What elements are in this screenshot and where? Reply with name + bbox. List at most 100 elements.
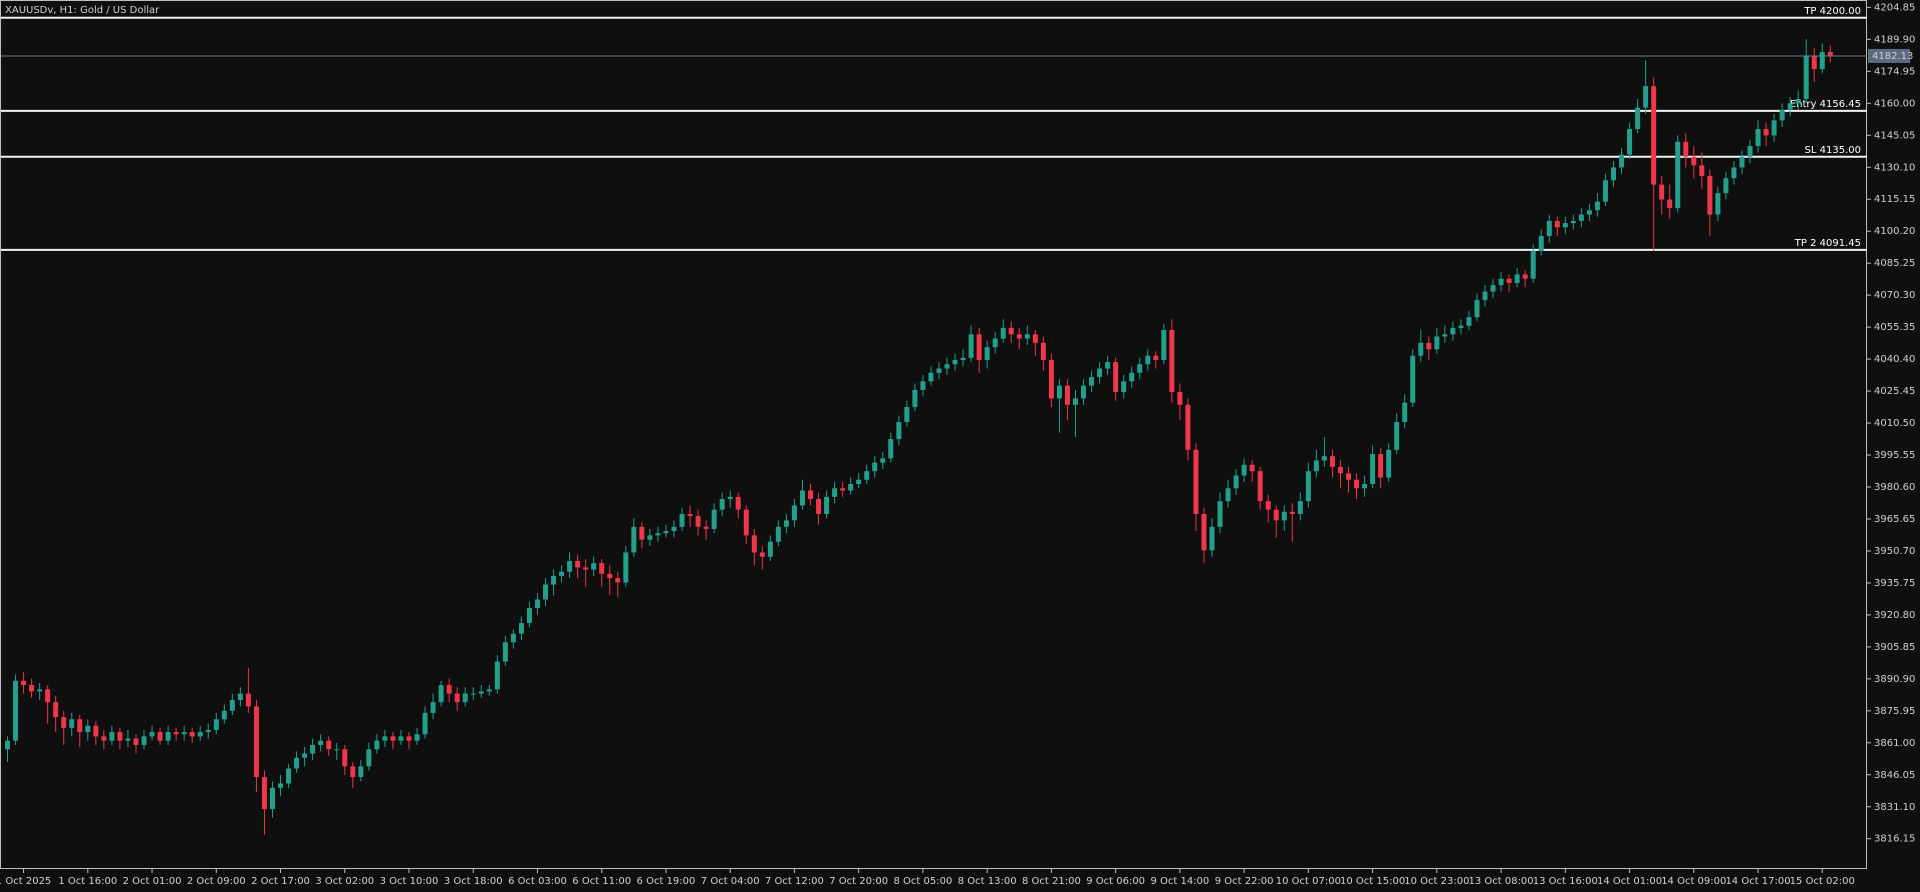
candle-body	[984, 347, 990, 360]
y-tick-label: 4055.35	[1874, 322, 1915, 333]
candle-body	[663, 531, 669, 534]
candle-body	[1450, 327, 1456, 335]
candle-body	[229, 700, 235, 711]
y-tick-label: 4040.40	[1874, 354, 1915, 365]
y-tick-label: 4204.85	[1874, 2, 1915, 13]
candle-body	[711, 509, 717, 529]
candle-body	[1522, 274, 1528, 279]
candle-body	[1530, 250, 1536, 279]
candle-body	[1354, 479, 1360, 489]
candle-body	[69, 719, 75, 728]
candle-body	[165, 732, 171, 741]
candle-body	[1370, 454, 1376, 485]
candle-body	[583, 567, 589, 570]
candle-body	[61, 717, 67, 728]
candle-body	[1771, 120, 1777, 136]
candle-body	[77, 719, 83, 733]
y-tick-label: 3920.80	[1874, 610, 1915, 621]
candle-body	[1161, 330, 1167, 360]
candle-body	[1811, 56, 1817, 70]
candle-body	[888, 439, 894, 459]
candle-body	[486, 689, 492, 692]
candle-body	[1819, 51, 1825, 70]
candle-body	[872, 462, 878, 472]
candle-body	[1008, 327, 1014, 335]
candle-body	[759, 552, 765, 557]
candle-body	[1153, 355, 1159, 360]
candle-body	[462, 693, 468, 703]
candle-body	[510, 633, 516, 643]
candle-body	[37, 689, 43, 692]
candle-body	[454, 693, 460, 703]
x-tick-label: 8 Oct 21:00	[1022, 876, 1081, 887]
candle-body	[1386, 449, 1392, 478]
candle-body	[478, 691, 484, 694]
candle-body	[1105, 362, 1111, 369]
candle-body	[1241, 464, 1247, 476]
candle-body	[414, 734, 420, 741]
candle-body	[1667, 199, 1673, 209]
candle-body	[1289, 511, 1295, 514]
candle-body	[944, 364, 950, 369]
candle-body	[245, 693, 251, 707]
candle-body	[1346, 473, 1352, 480]
candle-body	[1233, 475, 1239, 489]
candle-body	[310, 744, 316, 754]
candle-body	[1217, 501, 1223, 527]
candle-body	[832, 488, 838, 497]
x-tick-label: 6 Oct 19:00	[637, 876, 696, 887]
candle-body	[1121, 381, 1127, 393]
x-tick-label: 15 Oct 02:00	[1790, 876, 1855, 887]
y-tick-label: 4025.45	[1874, 386, 1915, 397]
candle-body	[1490, 285, 1496, 292]
candle-body	[1305, 471, 1311, 502]
candle-body	[1474, 300, 1480, 318]
x-tick-label: 8 Oct 05:00	[894, 876, 953, 887]
candle-body	[342, 749, 348, 767]
candle-body	[848, 484, 854, 491]
candle-body	[1273, 509, 1279, 521]
x-tick-label: 10 Oct 07:00	[1276, 876, 1341, 887]
candle-body	[1193, 449, 1199, 514]
candle-body	[181, 732, 187, 735]
candle-body	[45, 689, 51, 703]
y-tick-label: 3950.70	[1874, 546, 1915, 557]
candle-body	[1281, 511, 1287, 521]
candle-body	[406, 736, 412, 741]
level-label: SL 4135.00	[1805, 145, 1861, 156]
candle-body	[1129, 372, 1135, 382]
candle-body	[1691, 156, 1697, 166]
y-tick-label: 4115.15	[1874, 194, 1915, 205]
level-label: Entry 4156.45	[1790, 99, 1861, 110]
candle-body	[237, 693, 243, 701]
candle-body	[1225, 488, 1231, 502]
x-tick-label: 8 Oct 13:00	[958, 876, 1017, 887]
candle-body	[575, 561, 581, 568]
level-label: TP 2 4091.45	[1794, 238, 1861, 249]
candle-body	[117, 732, 123, 741]
candle-body	[1249, 464, 1255, 472]
candle-body	[1731, 167, 1737, 179]
candle-body	[294, 757, 300, 769]
candle-body	[591, 563, 597, 570]
candle-body	[221, 710, 227, 720]
y-tick-label: 4085.25	[1874, 258, 1915, 269]
x-tick-label: 2 Oct 17:00	[251, 876, 310, 887]
candle-body	[1458, 325, 1464, 328]
candle-body	[205, 729, 211, 733]
candle-body	[358, 766, 364, 778]
candle-body	[189, 732, 195, 737]
candle-body	[278, 783, 284, 788]
candle-body	[1562, 223, 1568, 228]
candle-body	[1707, 176, 1713, 215]
x-tick-label: 3 Oct 18:00	[444, 876, 503, 887]
x-tick-label: 3 Oct 10:00	[380, 876, 439, 887]
candle-body	[197, 732, 203, 737]
candle-body	[1787, 103, 1793, 110]
candle-body	[1185, 404, 1191, 450]
candle-body	[615, 578, 621, 583]
candle-body	[1755, 128, 1761, 147]
candle-body	[1329, 456, 1335, 467]
candle-body	[1265, 501, 1271, 510]
